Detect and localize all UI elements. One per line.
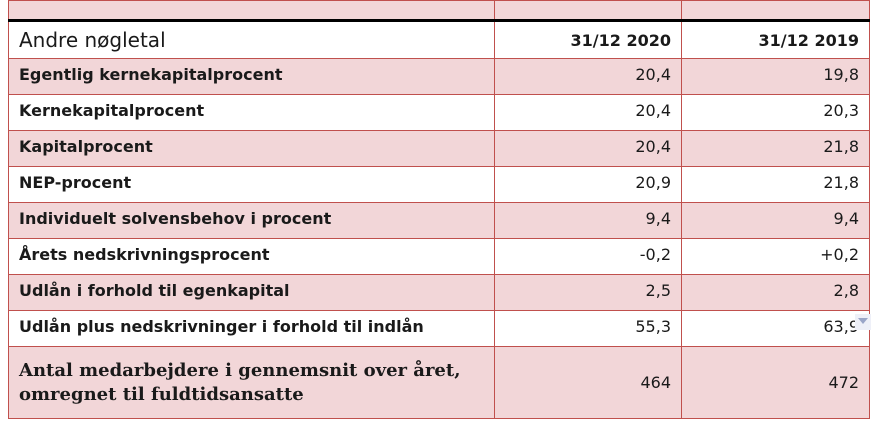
value-2020: 55,3 bbox=[494, 310, 682, 347]
row-label: Egentlig kernekapitalprocent bbox=[8, 58, 495, 95]
value-2020: 20,4 bbox=[494, 94, 682, 131]
row-label: Individuelt solvensbehov i procent bbox=[8, 202, 495, 239]
key-figures-table: Andre nøgletal 31/12 2020 31/12 2019 Ege… bbox=[8, 0, 870, 419]
value-2020: 20,4 bbox=[494, 58, 682, 95]
table-row: Kernekapitalprocent 20,4 20,3 bbox=[8, 94, 870, 131]
value-2019: 19,8 bbox=[681, 58, 870, 95]
value-2020: 20,4 bbox=[494, 130, 682, 167]
value-2020: 2,5 bbox=[494, 274, 682, 311]
value-2019: 63,9 bbox=[681, 310, 870, 347]
table-row: Udlån i forhold til egenkapital 2,5 2,8 bbox=[8, 274, 870, 311]
top-cell bbox=[494, 0, 682, 22]
column-header-2020: 31/12 2020 bbox=[494, 20, 682, 59]
row-label: Kernekapitalprocent bbox=[8, 94, 495, 131]
top-cell bbox=[681, 0, 870, 22]
value-2020: 464 bbox=[494, 346, 682, 419]
value-2019: +0,2 bbox=[681, 238, 870, 275]
table-row: NEP-procent 20,9 21,8 bbox=[8, 166, 870, 203]
table-title: Andre nøgletal bbox=[8, 20, 495, 59]
table-top-strip bbox=[8, 0, 870, 22]
value-2019: 2,8 bbox=[681, 274, 870, 311]
table-row: Individuelt solvensbehov i procent 9,4 9… bbox=[8, 202, 870, 239]
value-2020: 9,4 bbox=[494, 202, 682, 239]
value-2019: 21,8 bbox=[681, 166, 870, 203]
row-label: Antal medarbejdere i gennemsnit over åre… bbox=[8, 346, 495, 419]
row-label-line: Antal medarbejdere i gennemsnit over åre… bbox=[19, 359, 461, 381]
top-cell bbox=[8, 0, 495, 22]
value-2020: -0,2 bbox=[494, 238, 682, 275]
row-label: Udlån i forhold til egenkapital bbox=[8, 274, 495, 311]
table-row: Kapitalprocent 20,4 21,8 bbox=[8, 130, 870, 167]
row-label: Udlån plus nedskrivninger i forhold til … bbox=[8, 310, 495, 347]
row-label: NEP-procent bbox=[8, 166, 495, 203]
table-row: Udlån plus nedskrivninger i forhold til … bbox=[8, 310, 870, 347]
table-row: Egentlig kernekapitalprocent 20,4 19,8 bbox=[8, 58, 870, 95]
value-2020: 20,9 bbox=[494, 166, 682, 203]
row-label-line: omregnet til fuldtidsansatte bbox=[19, 383, 304, 405]
value-2019: 9,4 bbox=[681, 202, 870, 239]
value-2019: 21,8 bbox=[681, 130, 870, 167]
column-header-2019: 31/12 2019 bbox=[681, 20, 870, 59]
chevron-down-icon[interactable] bbox=[858, 318, 868, 324]
row-label: Årets nedskrivningsprocent bbox=[8, 238, 495, 275]
value-2019: 472 bbox=[681, 346, 870, 419]
row-label: Kapitalprocent bbox=[8, 130, 495, 167]
table-header-row: Andre nøgletal 31/12 2020 31/12 2019 bbox=[8, 20, 870, 59]
table-row: Årets nedskrivningsprocent -0,2 +0,2 bbox=[8, 238, 870, 275]
table-row: Antal medarbejdere i gennemsnit over åre… bbox=[8, 346, 870, 419]
value-2019: 20,3 bbox=[681, 94, 870, 131]
